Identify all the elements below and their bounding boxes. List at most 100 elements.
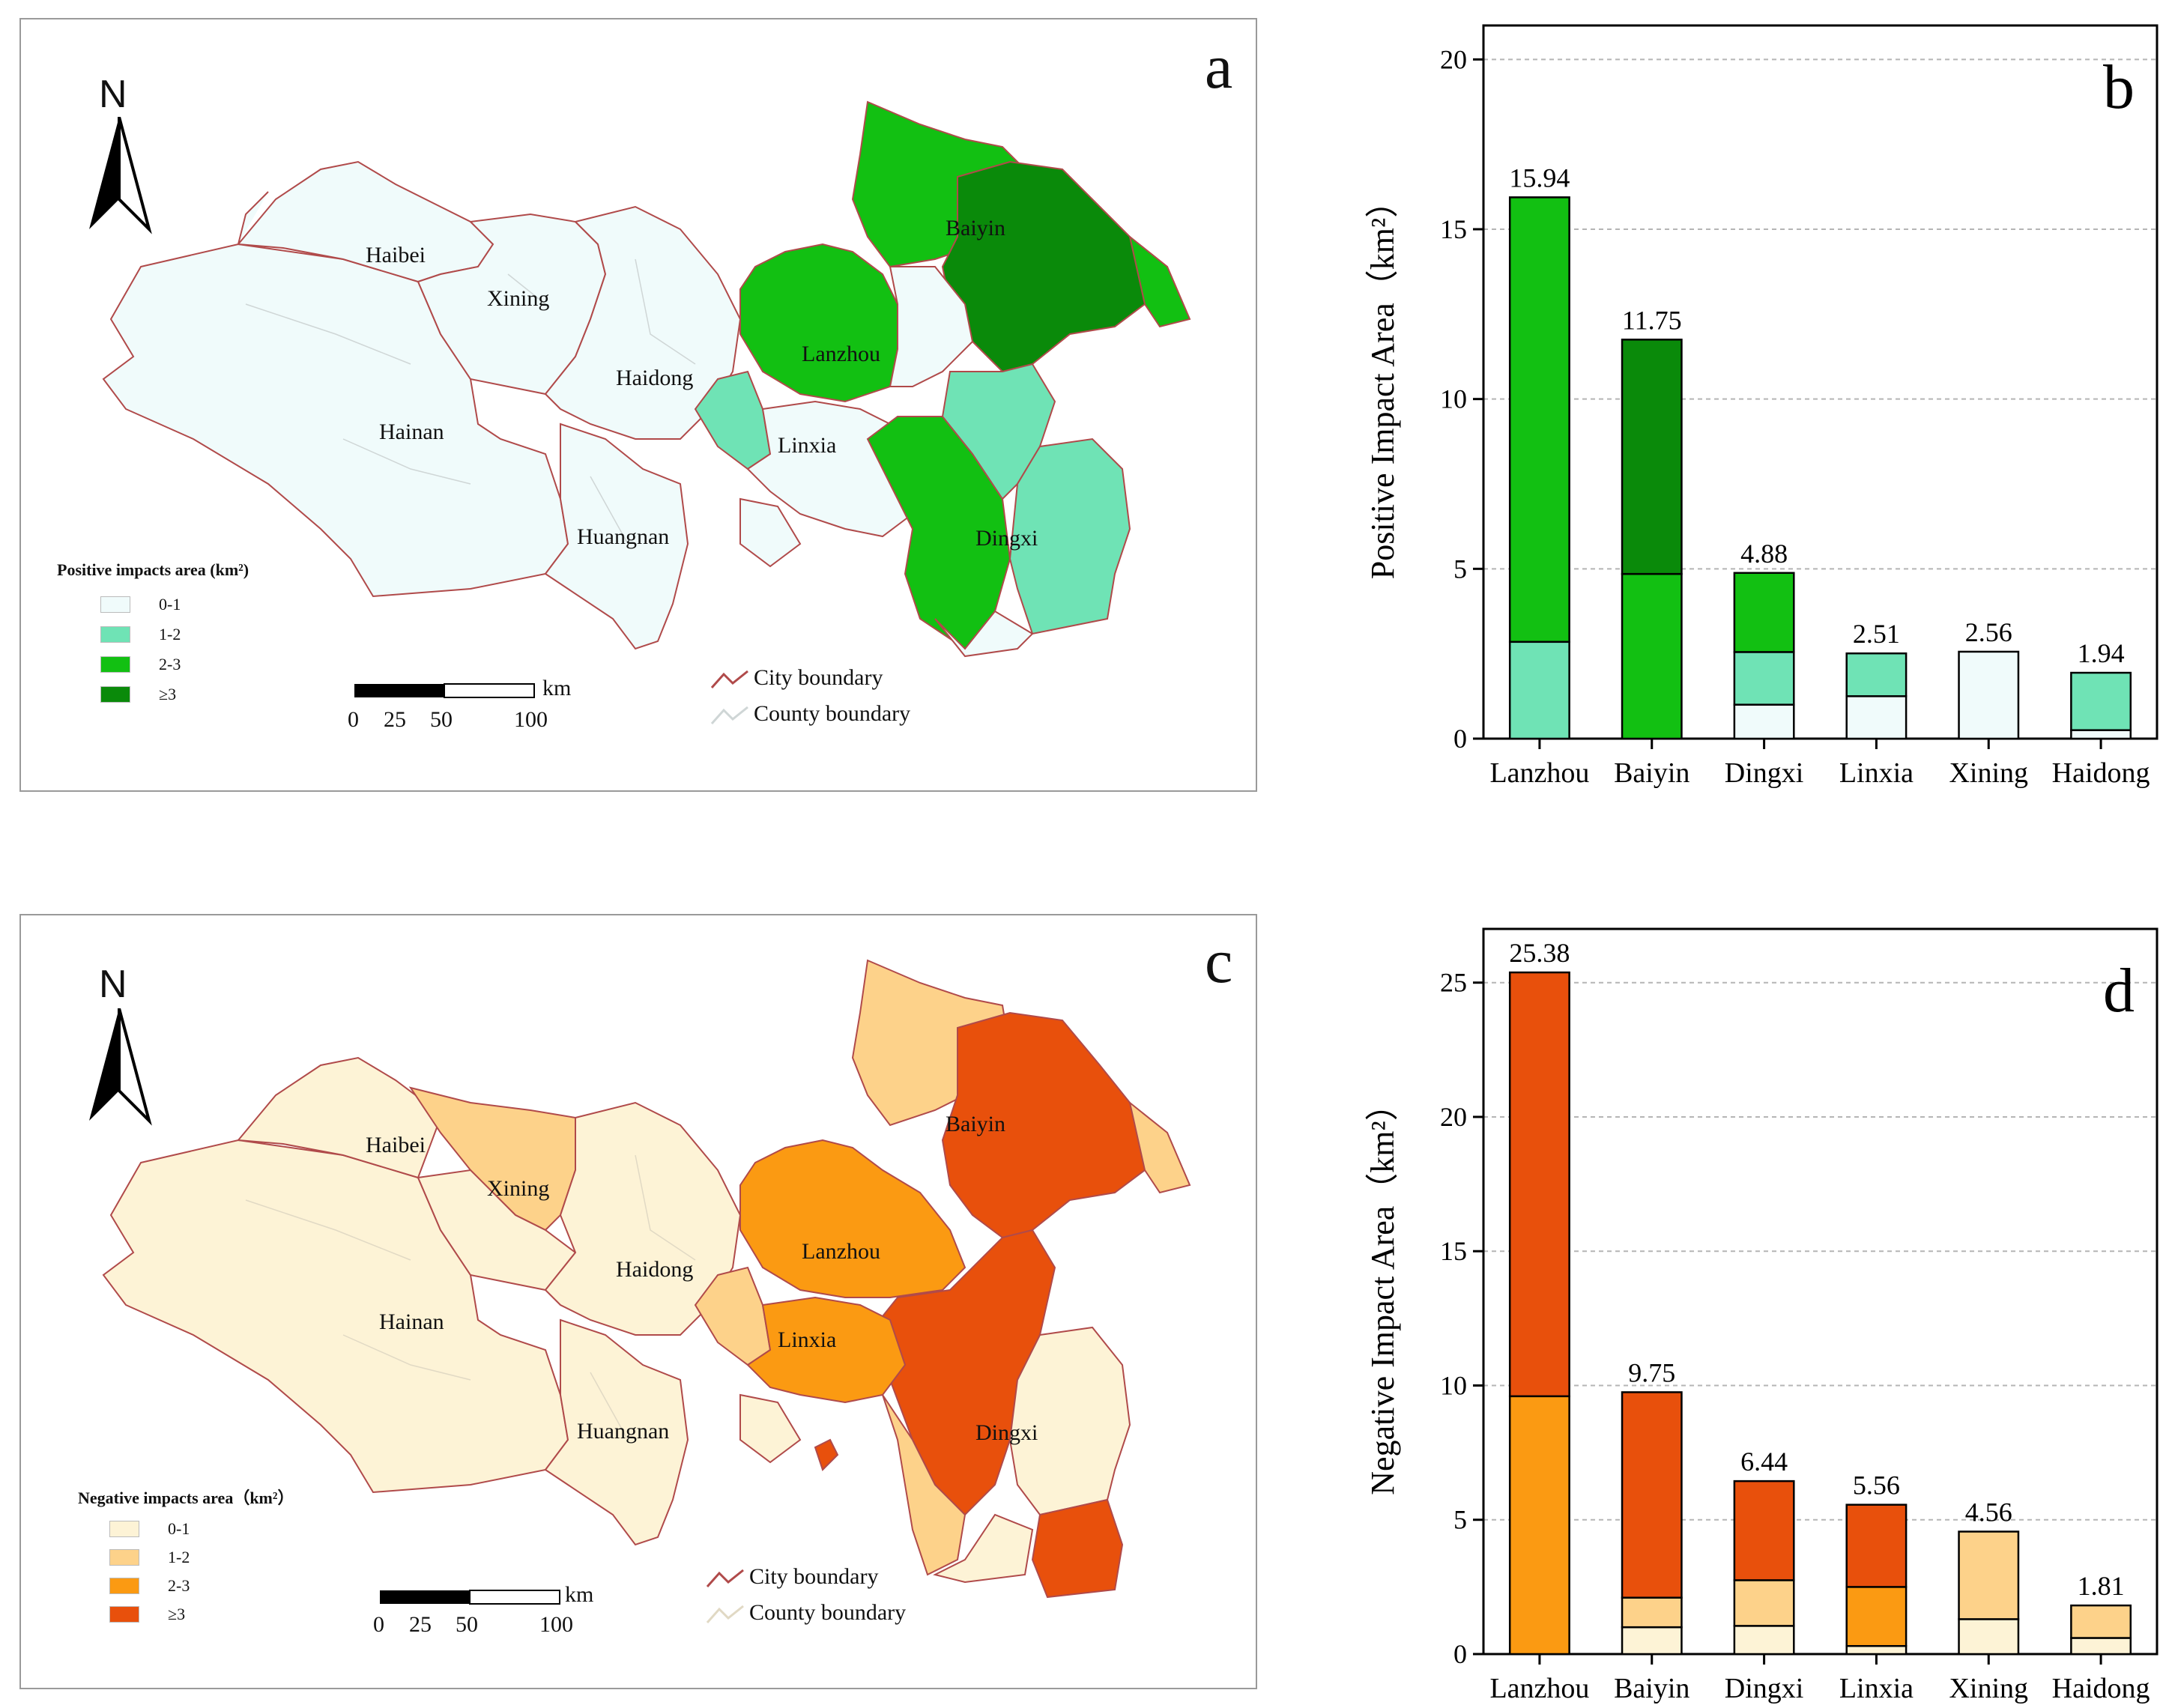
region-baiyin-tip <box>1128 234 1191 328</box>
map-negative-svg <box>102 959 1191 1599</box>
scale-unit: km <box>565 1582 594 1607</box>
county-lines <box>245 258 696 545</box>
city-label-hainan: Hainan <box>379 1309 444 1334</box>
region-haidong <box>544 205 742 440</box>
region-baiyin-east <box>941 1011 1154 1239</box>
y-tick-label: 10 <box>1440 384 1467 414</box>
north-letter: N <box>99 73 127 116</box>
region-small-patch <box>814 1438 839 1471</box>
panel-label-c: c <box>1205 927 1233 996</box>
x-tick-label: Baiyin <box>1614 757 1689 789</box>
y-tick-label: 0 <box>1453 724 1467 754</box>
bar-total-label: 4.56 <box>1965 1497 2012 1527</box>
bar-total-label: 1.94 <box>2078 638 2125 668</box>
legend-item: 1-2 <box>100 625 181 644</box>
city-boundary-icon <box>706 1569 744 1587</box>
city-label-lanzhou: Lanzhou <box>802 1239 880 1264</box>
legend-label: 1-2 <box>168 1548 190 1566</box>
scale-bar <box>354 683 535 698</box>
y-tick-label: 5 <box>1453 1505 1467 1535</box>
x-tick-label: Linxia <box>1839 1673 1914 1704</box>
county-boundary-label: County boundary <box>754 701 911 726</box>
bar-total-label: 11.75 <box>1622 305 1682 335</box>
legend-title: Positive impacts area (km²) <box>57 560 249 579</box>
bar-segment <box>1845 1503 1908 1588</box>
legend-item: 2-3 <box>109 1576 190 1596</box>
region-huangnan <box>544 1318 689 1546</box>
region-dingxi-south <box>933 1513 1034 1584</box>
y-axis-label: Negative Impact Area（km²） <box>1364 1088 1401 1494</box>
bar-segment <box>1958 1618 2020 1656</box>
bar-segment <box>1508 971 1570 1398</box>
region-linxia-south <box>739 1393 802 1464</box>
bar-segment <box>1621 1596 1683 1629</box>
city-label-haidong: Haidong <box>616 366 694 390</box>
city-boundary-label: City boundary <box>754 665 883 690</box>
bar-segment <box>1621 1391 1683 1599</box>
legend-item: 1-2 <box>109 1548 190 1567</box>
bar-segment <box>1845 1586 1908 1647</box>
bar-segment <box>2070 1604 2132 1639</box>
x-tick-label: Linxia <box>1839 757 1914 789</box>
region-huangnan <box>544 423 689 650</box>
x-tick-label: Lanzhou <box>1489 1673 1589 1704</box>
bar-segment <box>1958 1530 2020 1620</box>
map-panel-positive: a N Haibei Xining Haidong Hainan Huangna… <box>19 18 1257 792</box>
bar-total-label: 1.81 <box>2078 1571 2125 1601</box>
y-tick-label: 20 <box>1440 1102 1467 1132</box>
bar-segment <box>1508 1395 1570 1656</box>
map-positive-svg <box>102 100 1191 658</box>
city-label-hainan: Hainan <box>379 420 444 444</box>
y-tick-label: 15 <box>1440 214 1467 244</box>
city-label-xining: Xining <box>487 286 550 311</box>
city-label-haibei: Haibei <box>366 1133 426 1157</box>
region-linxia-south <box>739 497 802 568</box>
x-tick-label: Lanzhou <box>1489 757 1589 789</box>
bar-segment <box>2070 1637 2132 1656</box>
bar-segment <box>1733 572 1795 653</box>
legend-label: 2-3 <box>168 1576 190 1595</box>
city-label-lanzhou: Lanzhou <box>802 342 880 366</box>
bar-segment <box>1845 652 1908 697</box>
legend-swatch <box>109 1521 139 1537</box>
plot-frame <box>1482 24 2159 740</box>
y-tick-label: 15 <box>1440 1236 1467 1266</box>
legend-label: ≥3 <box>168 1605 186 1623</box>
bar-total-label: 2.51 <box>1853 619 1900 649</box>
region-dingxi-east <box>1008 437 1131 635</box>
bar-segment <box>2070 729 2132 740</box>
legend-label: ≥3 <box>159 685 177 703</box>
x-tick-label: Xining <box>1949 1673 2028 1704</box>
region-shapes <box>102 100 1191 658</box>
bar-total-label: 4.88 <box>1740 539 1788 569</box>
bar-segment <box>1621 339 1683 575</box>
scale-tick: 25 <box>384 707 406 732</box>
bar-segment <box>1508 640 1570 740</box>
x-tick-label: Baiyin <box>1614 1673 1689 1704</box>
city-label-dingxi: Dingxi <box>975 526 1038 551</box>
x-tick-label: Haidong <box>2052 1673 2150 1704</box>
bar-segment <box>1733 1480 1795 1581</box>
north-arrow-icon <box>89 1008 152 1126</box>
scale-tick: 100 <box>514 707 548 732</box>
legend-item: ≥3 <box>100 685 176 704</box>
region-shapes <box>102 959 1191 1599</box>
legend-item: 0-1 <box>109 1519 190 1539</box>
plot-frame <box>1482 927 2159 1656</box>
y-tick-label: 10 <box>1440 1370 1467 1400</box>
x-tick-label: Dingxi <box>1725 757 1804 789</box>
panel-label-a: a <box>1205 32 1233 102</box>
region-lanzhou <box>739 243 898 403</box>
y-tick-label: 25 <box>1440 968 1467 998</box>
city-label-baiyin: Baiyin <box>946 1112 1005 1136</box>
bar-total-label: 15.94 <box>1509 163 1570 193</box>
bar-segment <box>1845 695 1908 740</box>
city-label-huangnan: Huangnan <box>577 1419 670 1444</box>
city-label-linxia: Linxia <box>778 1327 837 1352</box>
y-tick-label: 20 <box>1440 44 1467 74</box>
bar-segment <box>1621 572 1683 740</box>
chart-negative-impact: 0 5 10 15 20 25 25.38 Lanzhou 9.75 Baiyin 6.44 Ding… <box>1364 927 2159 1704</box>
city-label-baiyin: Baiyin <box>946 216 1005 240</box>
region-dingxi-se <box>1031 1498 1124 1599</box>
city-label-linxia: Linxia <box>778 433 837 458</box>
